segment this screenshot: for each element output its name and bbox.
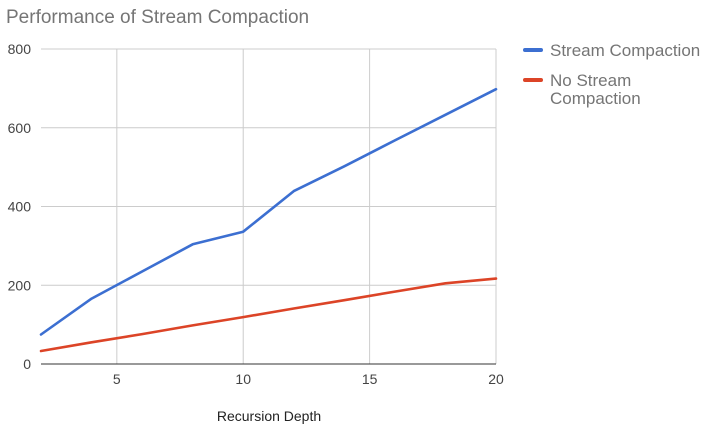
grid-lines <box>41 48 497 364</box>
y-axis-ticks: 0 200 400 600 800 <box>8 41 32 372</box>
legend-label-0: Stream Compaction <box>550 41 700 60</box>
y-tick-label: 400 <box>8 199 32 215</box>
series-lines <box>39 87 498 353</box>
y-tick-label: 200 <box>8 277 32 293</box>
chart-title: Performance of Stream Compaction <box>6 7 309 28</box>
x-axis-label: Recursion Depth <box>217 408 321 424</box>
legend: Stream Compaction No Stream Compaction <box>523 41 700 108</box>
y-tick-label: 0 <box>23 356 31 372</box>
legend-label-1: No Stream Compaction <box>550 71 641 108</box>
series-line-1 <box>39 277 498 353</box>
y-tick-label: 800 <box>8 41 32 57</box>
x-axis-ticks: 5 10 15 20 <box>113 371 504 387</box>
x-tick-label: 15 <box>362 371 378 387</box>
series-line-0 <box>39 87 498 336</box>
x-tick-label: 20 <box>488 371 504 387</box>
x-tick-label: 5 <box>113 371 121 387</box>
y-tick-label: 600 <box>8 120 32 136</box>
x-tick-label: 10 <box>235 371 251 387</box>
